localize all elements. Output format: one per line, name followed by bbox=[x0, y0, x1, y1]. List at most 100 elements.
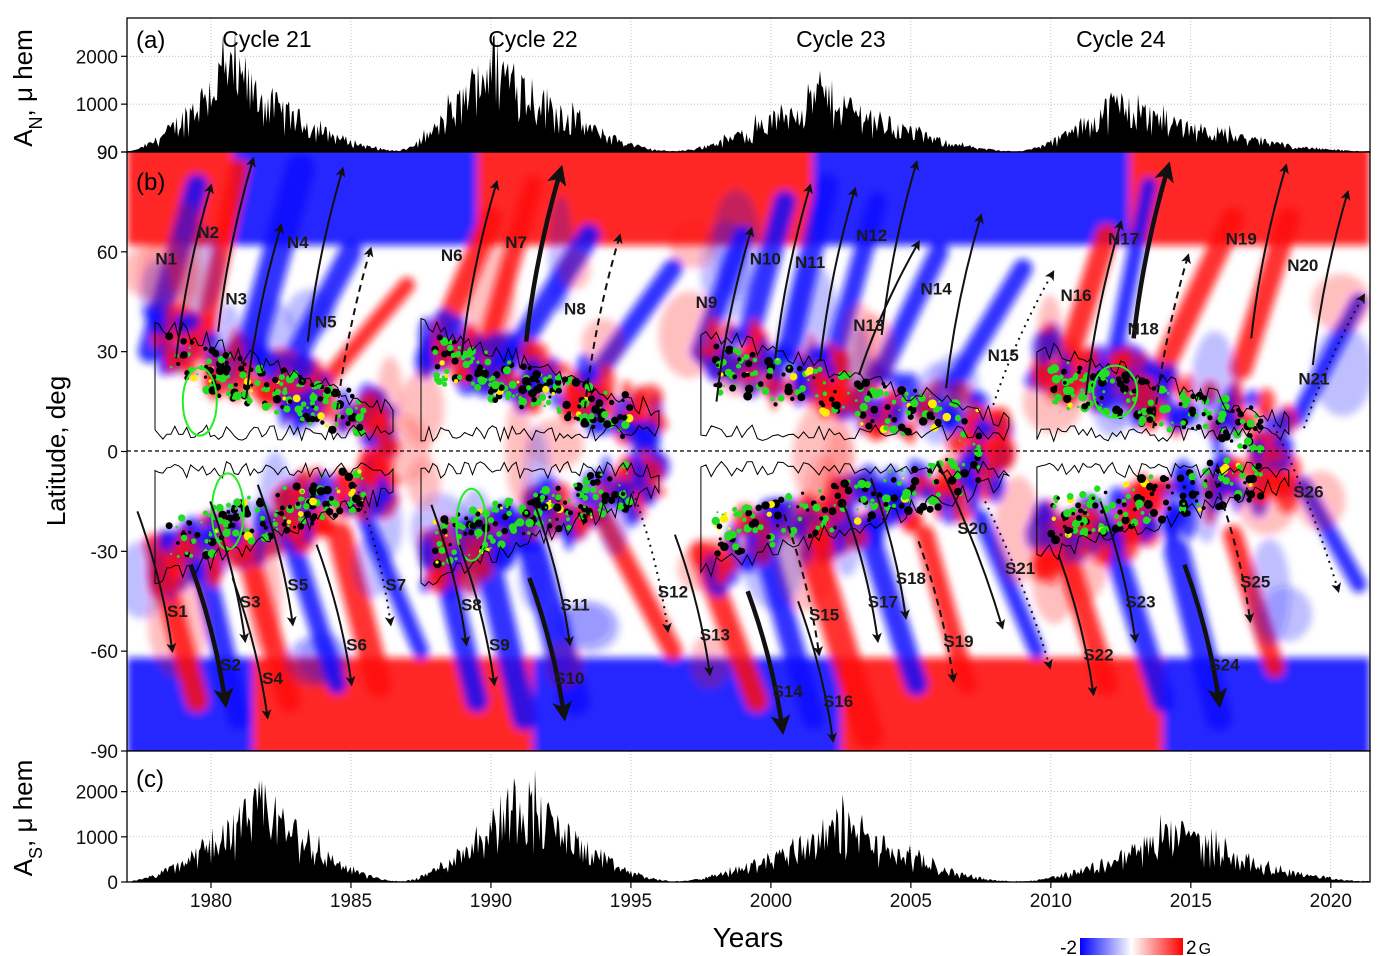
sunspot-dot bbox=[1146, 416, 1154, 423]
sunspot-dot bbox=[1076, 405, 1080, 409]
sunspot-dot bbox=[905, 410, 911, 416]
sunspot-dot bbox=[330, 388, 340, 398]
sunspot-dot bbox=[227, 383, 234, 390]
sunspot-dot bbox=[807, 378, 810, 382]
sunspot-dot bbox=[961, 417, 968, 425]
sunspot-dot bbox=[510, 527, 518, 535]
sunspot-dot bbox=[1149, 491, 1155, 497]
sunspot-dot bbox=[1122, 511, 1129, 518]
field-tint bbox=[465, 242, 516, 358]
sunspot-dot bbox=[590, 486, 597, 493]
surge-label-n21: N21 bbox=[1298, 369, 1329, 388]
sunspot-dot bbox=[1194, 413, 1199, 418]
sunspot-dot bbox=[869, 387, 875, 393]
field-tint bbox=[669, 221, 717, 269]
sunspot-dot bbox=[1098, 522, 1103, 527]
sunspot-dot bbox=[561, 376, 569, 383]
surge-arrow-n4 bbox=[306, 166, 346, 342]
sunspot-dot bbox=[202, 385, 212, 395]
sunspot-dot bbox=[176, 554, 180, 558]
highlight-ellipse bbox=[1092, 364, 1139, 419]
sunspot-dot bbox=[249, 389, 253, 393]
sunspot-dot bbox=[1229, 439, 1234, 443]
x-tick-label: 2000 bbox=[750, 891, 792, 912]
sunspot-dot bbox=[790, 532, 795, 538]
sunspot-dot bbox=[911, 491, 917, 496]
sunspot-dot bbox=[1255, 444, 1265, 454]
field-stripe bbox=[825, 192, 887, 362]
sunspot-dot bbox=[535, 522, 539, 526]
field-patch bbox=[1257, 387, 1276, 418]
sunspot-dot bbox=[870, 405, 879, 414]
sunspot-dot bbox=[165, 332, 174, 341]
sunspot-dot bbox=[1239, 472, 1246, 479]
sunspot-dot bbox=[530, 401, 536, 407]
sunspot-dot bbox=[773, 511, 782, 520]
sunspot-dot bbox=[324, 387, 331, 394]
sunspot-dot bbox=[1146, 406, 1154, 415]
sunspot-dot bbox=[468, 553, 471, 557]
sunspot-dot bbox=[1258, 472, 1263, 477]
sunspot-dot bbox=[872, 502, 879, 508]
surge-arrow-s25 bbox=[1214, 481, 1255, 624]
sunspot-dot bbox=[781, 372, 786, 377]
sunspot-dot bbox=[714, 550, 721, 557]
sunspot-dot bbox=[713, 343, 720, 350]
sunspot-dot bbox=[293, 525, 297, 529]
y-tick-label: 30 bbox=[97, 343, 118, 364]
sunspot-dot bbox=[819, 407, 827, 415]
sunspot-dot bbox=[340, 414, 345, 420]
sunspot-dot bbox=[504, 497, 513, 507]
surge-arrow-n16 bbox=[1085, 219, 1124, 396]
sunspot-dot bbox=[1062, 518, 1066, 522]
sunspot-dot bbox=[548, 518, 552, 522]
sunspot-dot bbox=[532, 499, 542, 509]
surge-arrow-n2 bbox=[217, 156, 256, 332]
sunspot-dot bbox=[1194, 499, 1199, 503]
sunspot-dot bbox=[1207, 415, 1213, 421]
sunspot-dot bbox=[490, 538, 496, 544]
sunspot-dot bbox=[821, 519, 827, 525]
field-stripe bbox=[1151, 207, 1245, 380]
field-tint bbox=[690, 633, 730, 689]
sunspot-dot bbox=[295, 501, 301, 506]
panel-c: (c) 0 1000 2000 AS, μ hem 1980 1985 1990 1995… bbox=[8, 750, 1371, 953]
sunspot-dot bbox=[1086, 513, 1090, 516]
sunspot-dot bbox=[907, 413, 914, 420]
sunspot-dot bbox=[752, 527, 759, 534]
sunspot-dot bbox=[188, 352, 191, 355]
sunspot-dot bbox=[1053, 385, 1058, 389]
sunspot-dot bbox=[1152, 483, 1158, 489]
sunspot-dot bbox=[1184, 396, 1192, 404]
sunspot-dot bbox=[817, 366, 823, 372]
sunspot-dot bbox=[257, 497, 262, 502]
sunspot-dot bbox=[461, 350, 470, 359]
sunspot-dot bbox=[1144, 499, 1153, 509]
sunspot-dot bbox=[283, 405, 291, 413]
surge-label-s8: S8 bbox=[461, 596, 482, 615]
sunspot-dot bbox=[1103, 490, 1108, 495]
sunspot-dot bbox=[468, 506, 477, 515]
sunspot-dot bbox=[927, 472, 932, 477]
sunspot-dot bbox=[169, 365, 173, 369]
sunspot-dot bbox=[492, 397, 499, 404]
surge-arrow-s10 bbox=[527, 577, 573, 722]
sunspot-dot bbox=[1256, 422, 1262, 428]
sunspot-dot bbox=[283, 519, 287, 523]
sunspot-dot bbox=[456, 374, 463, 380]
sunspot-dot bbox=[737, 357, 742, 362]
sunspot-dot bbox=[1217, 474, 1225, 482]
surge-arrow-n15 bbox=[992, 270, 1055, 406]
sunspot-dot bbox=[1166, 391, 1170, 395]
field-stripe bbox=[326, 521, 392, 698]
sunspot-dot bbox=[1166, 426, 1173, 433]
surge-arrow-n3 bbox=[245, 223, 284, 399]
sunspot-markers bbox=[154, 317, 1290, 587]
sunspot-dot bbox=[1243, 437, 1252, 446]
sunspot-dot bbox=[234, 507, 238, 510]
sunspot-dot bbox=[1202, 481, 1207, 487]
sunspot-dot bbox=[933, 479, 940, 485]
sunspot-dot bbox=[595, 399, 604, 407]
field-patch bbox=[550, 393, 566, 408]
field-tint bbox=[1035, 294, 1065, 404]
